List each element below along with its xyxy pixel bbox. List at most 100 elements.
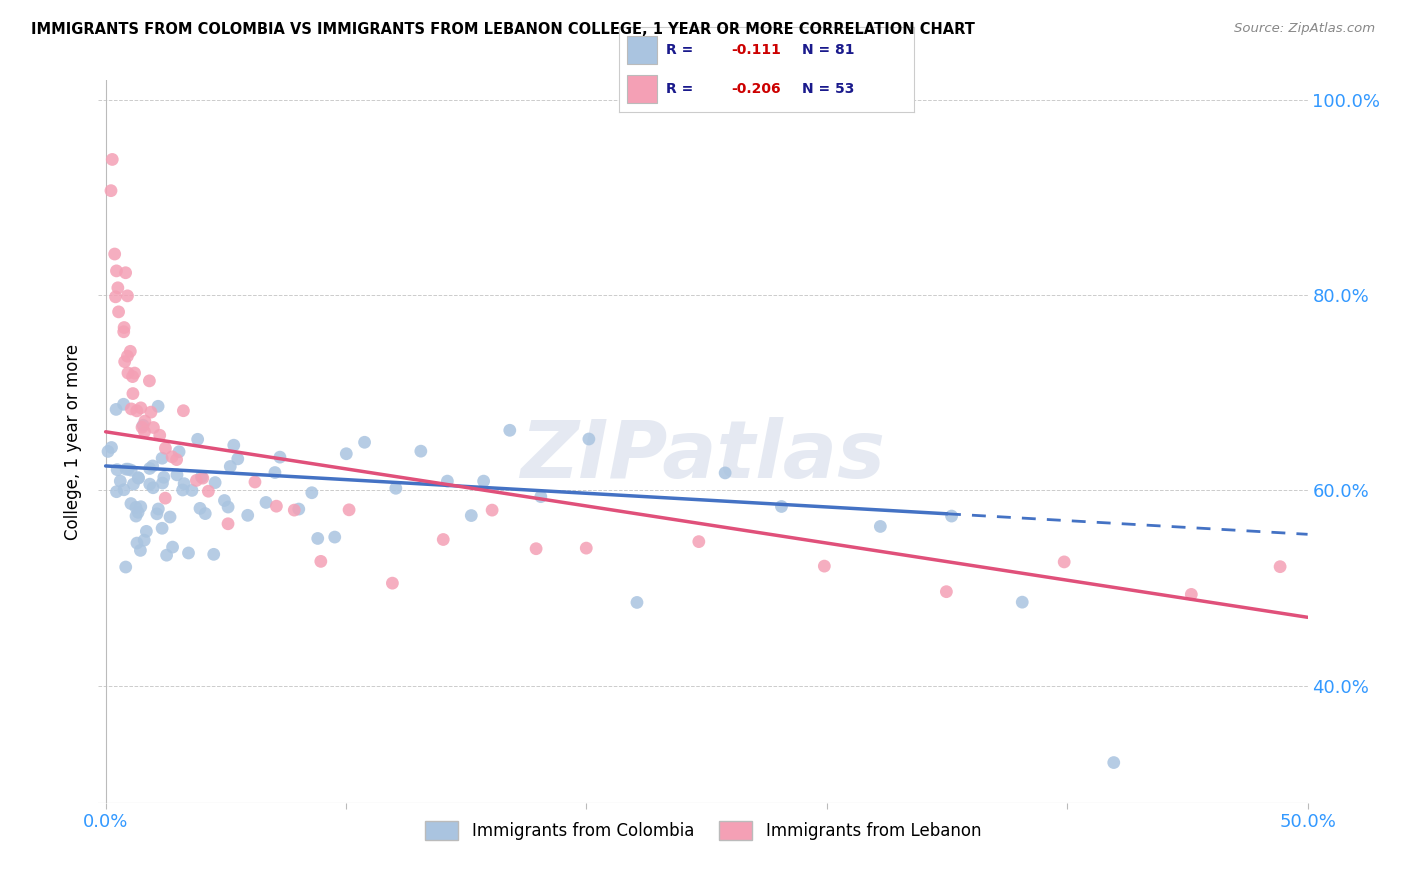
Point (107, 281, 129, 295)
Point (156, 548, 179, 562)
Point (219, 459, 242, 474)
Point (125, 404, 148, 418)
Point (112, 320, 135, 334)
Point (167, 444, 190, 458)
Point (162, 540, 184, 554)
Point (112, 483, 135, 497)
Point (125, 536, 148, 550)
Legend: Immigrants from Colombia, Immigrants from Lebanon: Immigrants from Colombia, Immigrants fro… (416, 813, 990, 848)
Point (120, 401, 142, 416)
Point (100, 441, 122, 455)
Point (935, 584, 957, 599)
Point (122, 477, 145, 491)
Point (129, 500, 152, 514)
Point (186, 474, 208, 488)
Point (172, 403, 194, 417)
Point (150, 451, 173, 466)
Point (124, 366, 146, 380)
Point (385, 481, 408, 495)
Point (153, 470, 176, 484)
Point (269, 450, 291, 464)
Point (142, 420, 165, 434)
Point (217, 500, 239, 514)
Point (335, 447, 357, 461)
Point (117, 289, 139, 303)
Point (283, 503, 305, 517)
Point (155, 491, 177, 505)
Point (132, 418, 155, 433)
Point (104, 247, 127, 261)
Point (222, 438, 245, 452)
Point (188, 501, 211, 516)
Point (187, 432, 209, 446)
Point (1053, 555, 1076, 569)
Point (714, 466, 737, 480)
Point (134, 425, 156, 439)
Point (214, 493, 236, 508)
Point (226, 451, 249, 466)
Point (301, 485, 323, 500)
Point (138, 374, 160, 388)
Point (243, 475, 266, 489)
Point (323, 530, 346, 544)
Point (499, 423, 522, 437)
Point (120, 497, 142, 511)
Point (688, 534, 710, 549)
Point (166, 467, 188, 482)
Point (117, 462, 139, 476)
Y-axis label: College, 1 year or more: College, 1 year or more (65, 343, 83, 540)
Point (127, 471, 149, 485)
Point (173, 476, 195, 491)
Point (578, 432, 600, 446)
Point (266, 499, 288, 513)
Point (142, 458, 165, 473)
Text: -0.111: -0.111 (731, 43, 780, 57)
Point (115, 462, 138, 476)
Point (105, 463, 128, 477)
Point (160, 450, 183, 464)
Point (626, 595, 648, 609)
Point (436, 474, 458, 488)
Point (129, 543, 152, 558)
Point (138, 461, 160, 475)
Point (236, 508, 259, 523)
Point (472, 474, 495, 488)
FancyBboxPatch shape (627, 36, 657, 64)
Text: Source: ZipAtlas.com: Source: ZipAtlas.com (1234, 22, 1375, 36)
Point (191, 471, 214, 485)
Point (217, 516, 239, 531)
Point (307, 532, 329, 546)
Point (125, 500, 148, 515)
Point (288, 502, 311, 516)
Point (770, 500, 793, 514)
Point (139, 477, 162, 491)
Point (122, 386, 145, 401)
Point (100, 184, 122, 198)
Point (204, 475, 226, 490)
Text: R =: R = (666, 43, 693, 57)
Point (146, 399, 169, 413)
Point (177, 546, 200, 560)
Point (112, 397, 135, 411)
Point (134, 533, 156, 548)
Text: ZIPatlas: ZIPatlas (520, 417, 886, 495)
Point (135, 524, 157, 539)
Text: R =: R = (666, 82, 693, 95)
Point (381, 576, 404, 591)
Point (159, 510, 181, 524)
Point (194, 507, 217, 521)
Point (114, 266, 136, 280)
Point (129, 401, 152, 415)
Point (114, 560, 136, 574)
Point (409, 444, 432, 458)
Point (142, 481, 165, 495)
Point (190, 470, 212, 484)
Point (112, 325, 135, 339)
Point (1102, 756, 1125, 770)
Point (105, 402, 128, 417)
Text: N = 53: N = 53 (801, 82, 853, 95)
Point (114, 354, 136, 368)
Point (97, 444, 120, 458)
Point (131, 420, 153, 434)
Point (105, 264, 128, 278)
